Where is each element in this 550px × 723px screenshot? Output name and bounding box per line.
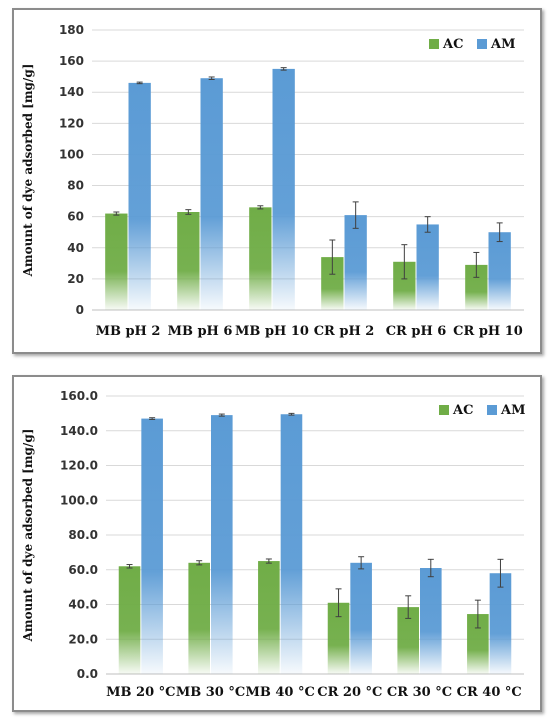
error-bar xyxy=(497,558,504,588)
y-tick-label: 60 xyxy=(67,210,84,224)
legend-label-ac: AC xyxy=(442,37,463,52)
bar-am xyxy=(489,573,512,674)
y-tick-label: 40.0 xyxy=(68,598,98,612)
y-tick-label: 100 xyxy=(59,147,84,161)
bar-ac xyxy=(188,562,210,674)
legend-swatch-am xyxy=(487,405,497,415)
legend-label-ac: AC xyxy=(452,403,473,418)
chart-temperature: 0.0 20.0 40.0 60.0 80.0 100.0 120.0 140.0 160.0 A… xyxy=(21,389,525,700)
bar-am xyxy=(488,232,511,310)
error-bar xyxy=(424,216,431,233)
y-axis-label: Amount of dye adsorbed [mg/g] xyxy=(21,429,35,643)
bar-ac xyxy=(327,602,350,674)
error-bar xyxy=(218,413,225,417)
error-bar xyxy=(208,76,215,80)
error-bar xyxy=(352,201,359,229)
error-bar xyxy=(405,595,412,619)
x-category-label: MB pH 2 xyxy=(96,324,161,339)
legend-swatch-ac xyxy=(429,39,439,49)
bar-ac xyxy=(249,207,272,310)
error-bar xyxy=(358,556,365,570)
bar-am xyxy=(280,414,303,674)
legend-swatch-ac xyxy=(439,405,449,415)
y-tick-label: 160 xyxy=(59,54,84,68)
bar-am xyxy=(128,82,151,310)
bar-ac xyxy=(105,213,128,310)
error-bar xyxy=(401,244,408,280)
x-category-label: CR 20 °C xyxy=(317,685,382,700)
x-category-label: CR pH 10 xyxy=(453,324,523,339)
bar-ac xyxy=(465,264,488,310)
legend-label-am: AM xyxy=(500,403,525,418)
bar-ac xyxy=(118,566,141,674)
error-bar xyxy=(474,599,481,629)
y-tick-label: 0 xyxy=(76,303,84,317)
bar-am xyxy=(141,418,163,674)
error-bar xyxy=(288,412,295,416)
bar-ac xyxy=(397,607,419,674)
error-bar xyxy=(329,239,336,275)
error-bar xyxy=(257,205,264,210)
error-bar xyxy=(126,564,133,569)
error-bar xyxy=(185,209,192,215)
x-category-label: MB 30 °C xyxy=(176,685,245,700)
bar-am xyxy=(350,562,372,674)
bar-am xyxy=(272,68,295,310)
bar-am xyxy=(420,568,442,674)
x-category-label: CR pH 6 xyxy=(386,324,447,339)
error-bar xyxy=(496,222,503,243)
error-bar xyxy=(473,251,480,278)
error-bar xyxy=(280,67,287,71)
chart-panel-temperature: 0.0 20.0 40.0 60.0 80.0 100.0 120.0 140.0 160.0 A… xyxy=(12,375,542,712)
chart-ph: 0 20 40 60 80 100 120 140 160 180 Amount of dye ad… xyxy=(21,23,524,339)
error-bar xyxy=(136,81,143,85)
x-category-label: MB pH 6 xyxy=(168,324,233,339)
x-category-label: CR pH 2 xyxy=(314,324,375,339)
y-tick-label: 80 xyxy=(67,179,84,193)
x-category-label: MB 40 °C xyxy=(245,685,314,700)
bar-ac xyxy=(467,614,489,674)
error-bar xyxy=(113,211,120,216)
legend-label-am: AM xyxy=(490,37,515,52)
x-category-label: CR 30 °C xyxy=(387,685,452,700)
bar-ac xyxy=(393,261,416,310)
bar-am xyxy=(416,224,439,310)
y-tick-label: 80.0 xyxy=(68,528,98,542)
y-tick-label: 160.0 xyxy=(60,389,98,403)
y-tick-label: 60.0 xyxy=(68,563,98,577)
bar-am xyxy=(211,415,233,674)
error-bar xyxy=(335,588,342,618)
bar-am xyxy=(200,78,223,310)
bar-ac xyxy=(177,212,200,310)
error-bar xyxy=(265,558,272,564)
error-bar xyxy=(149,417,156,420)
y-tick-label: 20 xyxy=(67,272,84,286)
y-tick-label: 40 xyxy=(67,241,84,255)
error-bar xyxy=(196,560,203,566)
bar-ac xyxy=(321,257,344,310)
y-tick-label: 140 xyxy=(59,85,84,99)
y-axis-label: Amount of dye adsorbed [mg/g] xyxy=(21,64,35,278)
y-tick-label: 0.0 xyxy=(77,667,98,681)
y-tick-label: 140.0 xyxy=(60,424,98,438)
y-tick-label: 120 xyxy=(59,116,84,130)
x-category-label: MB pH 10 xyxy=(235,324,309,339)
bar-am xyxy=(344,215,367,310)
legend-swatch-am xyxy=(477,39,487,49)
error-bar xyxy=(427,558,434,578)
y-tick-label: 20.0 xyxy=(68,632,98,646)
y-tick-label: 120.0 xyxy=(60,459,98,473)
x-category-label: CR 40 °C xyxy=(457,685,522,700)
y-tick-label: 180 xyxy=(59,23,84,37)
chart-panel-ph: 0 20 40 60 80 100 120 140 160 180 Amount of dye ad… xyxy=(12,8,542,354)
bar-ac xyxy=(258,561,280,674)
x-category-label: MB 20 °C xyxy=(106,685,175,700)
y-tick-label: 100.0 xyxy=(60,493,98,507)
